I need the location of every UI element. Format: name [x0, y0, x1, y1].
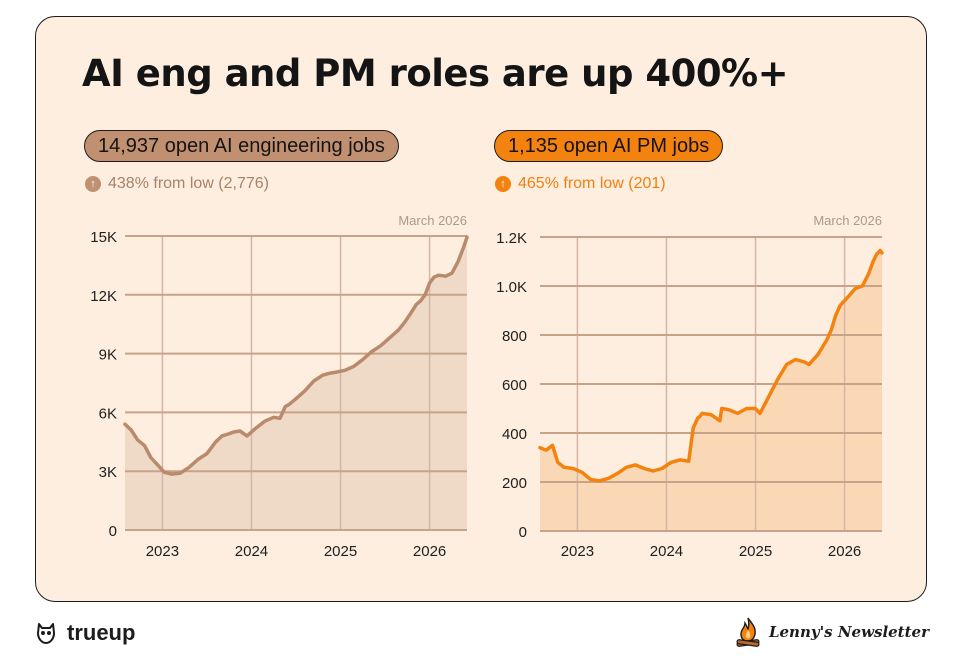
newsletter-name: Lenny's Newsletter — [768, 623, 929, 641]
lennys-newsletter-logo: Lenny's Newsletter — [733, 615, 929, 649]
campfire-icon — [736, 617, 760, 647]
eng-y-tick-label: 12K — [90, 288, 117, 305]
eng-y-tick-label: 0 — [109, 523, 117, 540]
owl-icon — [37, 623, 55, 644]
pm-y-tick-label: 400 — [502, 426, 527, 443]
pm-series-line — [538, 248, 884, 483]
eng-y-tick-label: 3K — [99, 464, 117, 481]
eng-x-tick-label: 2024 — [235, 543, 268, 560]
pm-y-tick-label: 0 — [519, 524, 527, 541]
eng-series-line — [123, 235, 469, 476]
eng-y-tick-label: 15K — [90, 229, 117, 246]
arrow-up-icon: ↑ — [495, 176, 511, 192]
pm-y-tick-label: 800 — [502, 328, 527, 345]
pm-y-tick-label: 1.2K — [496, 230, 527, 247]
trueup-logo-text: trueup — [67, 620, 136, 645]
eng-x-tick-label: 2026 — [413, 543, 446, 560]
chart-card — [35, 16, 927, 602]
arrow-up-icon: ↑ — [85, 176, 101, 192]
eng-x-tick-label: 2025 — [324, 543, 357, 560]
pm-jobs-pill: 1,135 open AI PM jobs — [494, 130, 724, 162]
eng-date-annotation: March 2026 — [398, 213, 467, 228]
pm-x-tick-label: 2025 — [739, 543, 772, 560]
eng-growth-stat: ↑ 438% from low (2,776) — [85, 175, 269, 193]
pm-growth-text: 465% from low (201) — [518, 175, 666, 192]
pm-x-tick-label: 2024 — [650, 543, 683, 560]
eng-area-fill — [125, 237, 467, 530]
pm-x-tick-label: 2026 — [828, 543, 861, 560]
eng-growth-text: 438% from low (2,776) — [108, 175, 269, 192]
trueup-logo: trueup — [35, 620, 135, 646]
eng-jobs-pill: 14,937 open AI engineering jobs — [84, 130, 399, 162]
eng-y-tick-label: 9K — [99, 347, 117, 364]
pm-date-annotation: March 2026 — [813, 213, 882, 228]
eng-x-tick-label: 2023 — [146, 543, 179, 560]
eng-y-tick-label: 6K — [99, 405, 117, 422]
pm-growth-stat: ↑ 465% from low (201) — [495, 175, 666, 193]
pm-y-tick-label: 200 — [502, 475, 527, 492]
pm-y-tick-label: 600 — [502, 377, 527, 394]
pm-x-tick-label: 2023 — [561, 543, 594, 560]
pm-y-tick-label: 1.0K — [496, 279, 527, 296]
page-title: AI eng and PM roles are up 400%+ — [82, 52, 789, 95]
pm-area-fill — [540, 250, 882, 531]
